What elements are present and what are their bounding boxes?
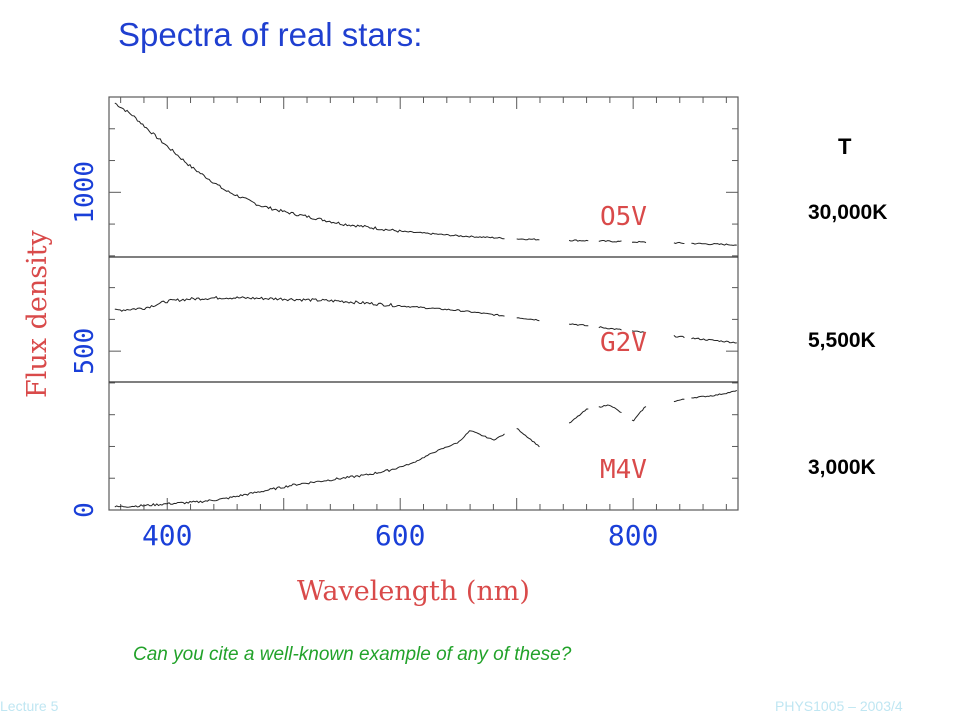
temperature-m4v: 3,000K	[808, 456, 876, 479]
spectrum-label-o5v: O5V	[600, 202, 647, 232]
question-text: Can you cite a well-known example of any…	[133, 644, 572, 665]
slide-title: Spectra of real stars:	[118, 16, 423, 53]
spectrum-line-o5v	[114, 102, 737, 246]
tick-marks	[109, 96, 738, 511]
y-tick-label: 1000	[70, 161, 100, 224]
y-tick-labels: 0 500 1000	[70, 161, 100, 518]
x-tick-label: 600	[375, 519, 426, 552]
temperature-o5v: 30,000K	[808, 201, 888, 224]
x-tick-labels: 400 600 800	[142, 519, 659, 552]
temperature-g2v: 5,500K	[808, 329, 876, 352]
y-axis-label: Flux density	[22, 229, 53, 398]
plot-frame	[108, 96, 739, 511]
footer-lecture: Lecture 5	[0, 698, 59, 714]
spectrum-labels: O5V G2V M4V	[600, 202, 647, 485]
spectrum-line-m4v	[114, 389, 738, 508]
x-tick-label: 400	[142, 519, 193, 552]
temperature-header: T	[838, 134, 852, 159]
spectrum-line-g2v	[114, 295, 737, 344]
x-tick-label: 800	[608, 519, 659, 552]
spectrum-label-m4v: M4V	[600, 455, 647, 485]
y-tick-label: 500	[70, 328, 100, 375]
y-tick-label: 0	[70, 502, 100, 518]
spectrum-lines	[114, 102, 738, 508]
x-axis-label: Wavelength (nm)	[297, 576, 530, 607]
spectrum-label-g2v: G2V	[600, 328, 647, 358]
footer-course: PHYS1005 – 2003/4	[775, 698, 903, 714]
